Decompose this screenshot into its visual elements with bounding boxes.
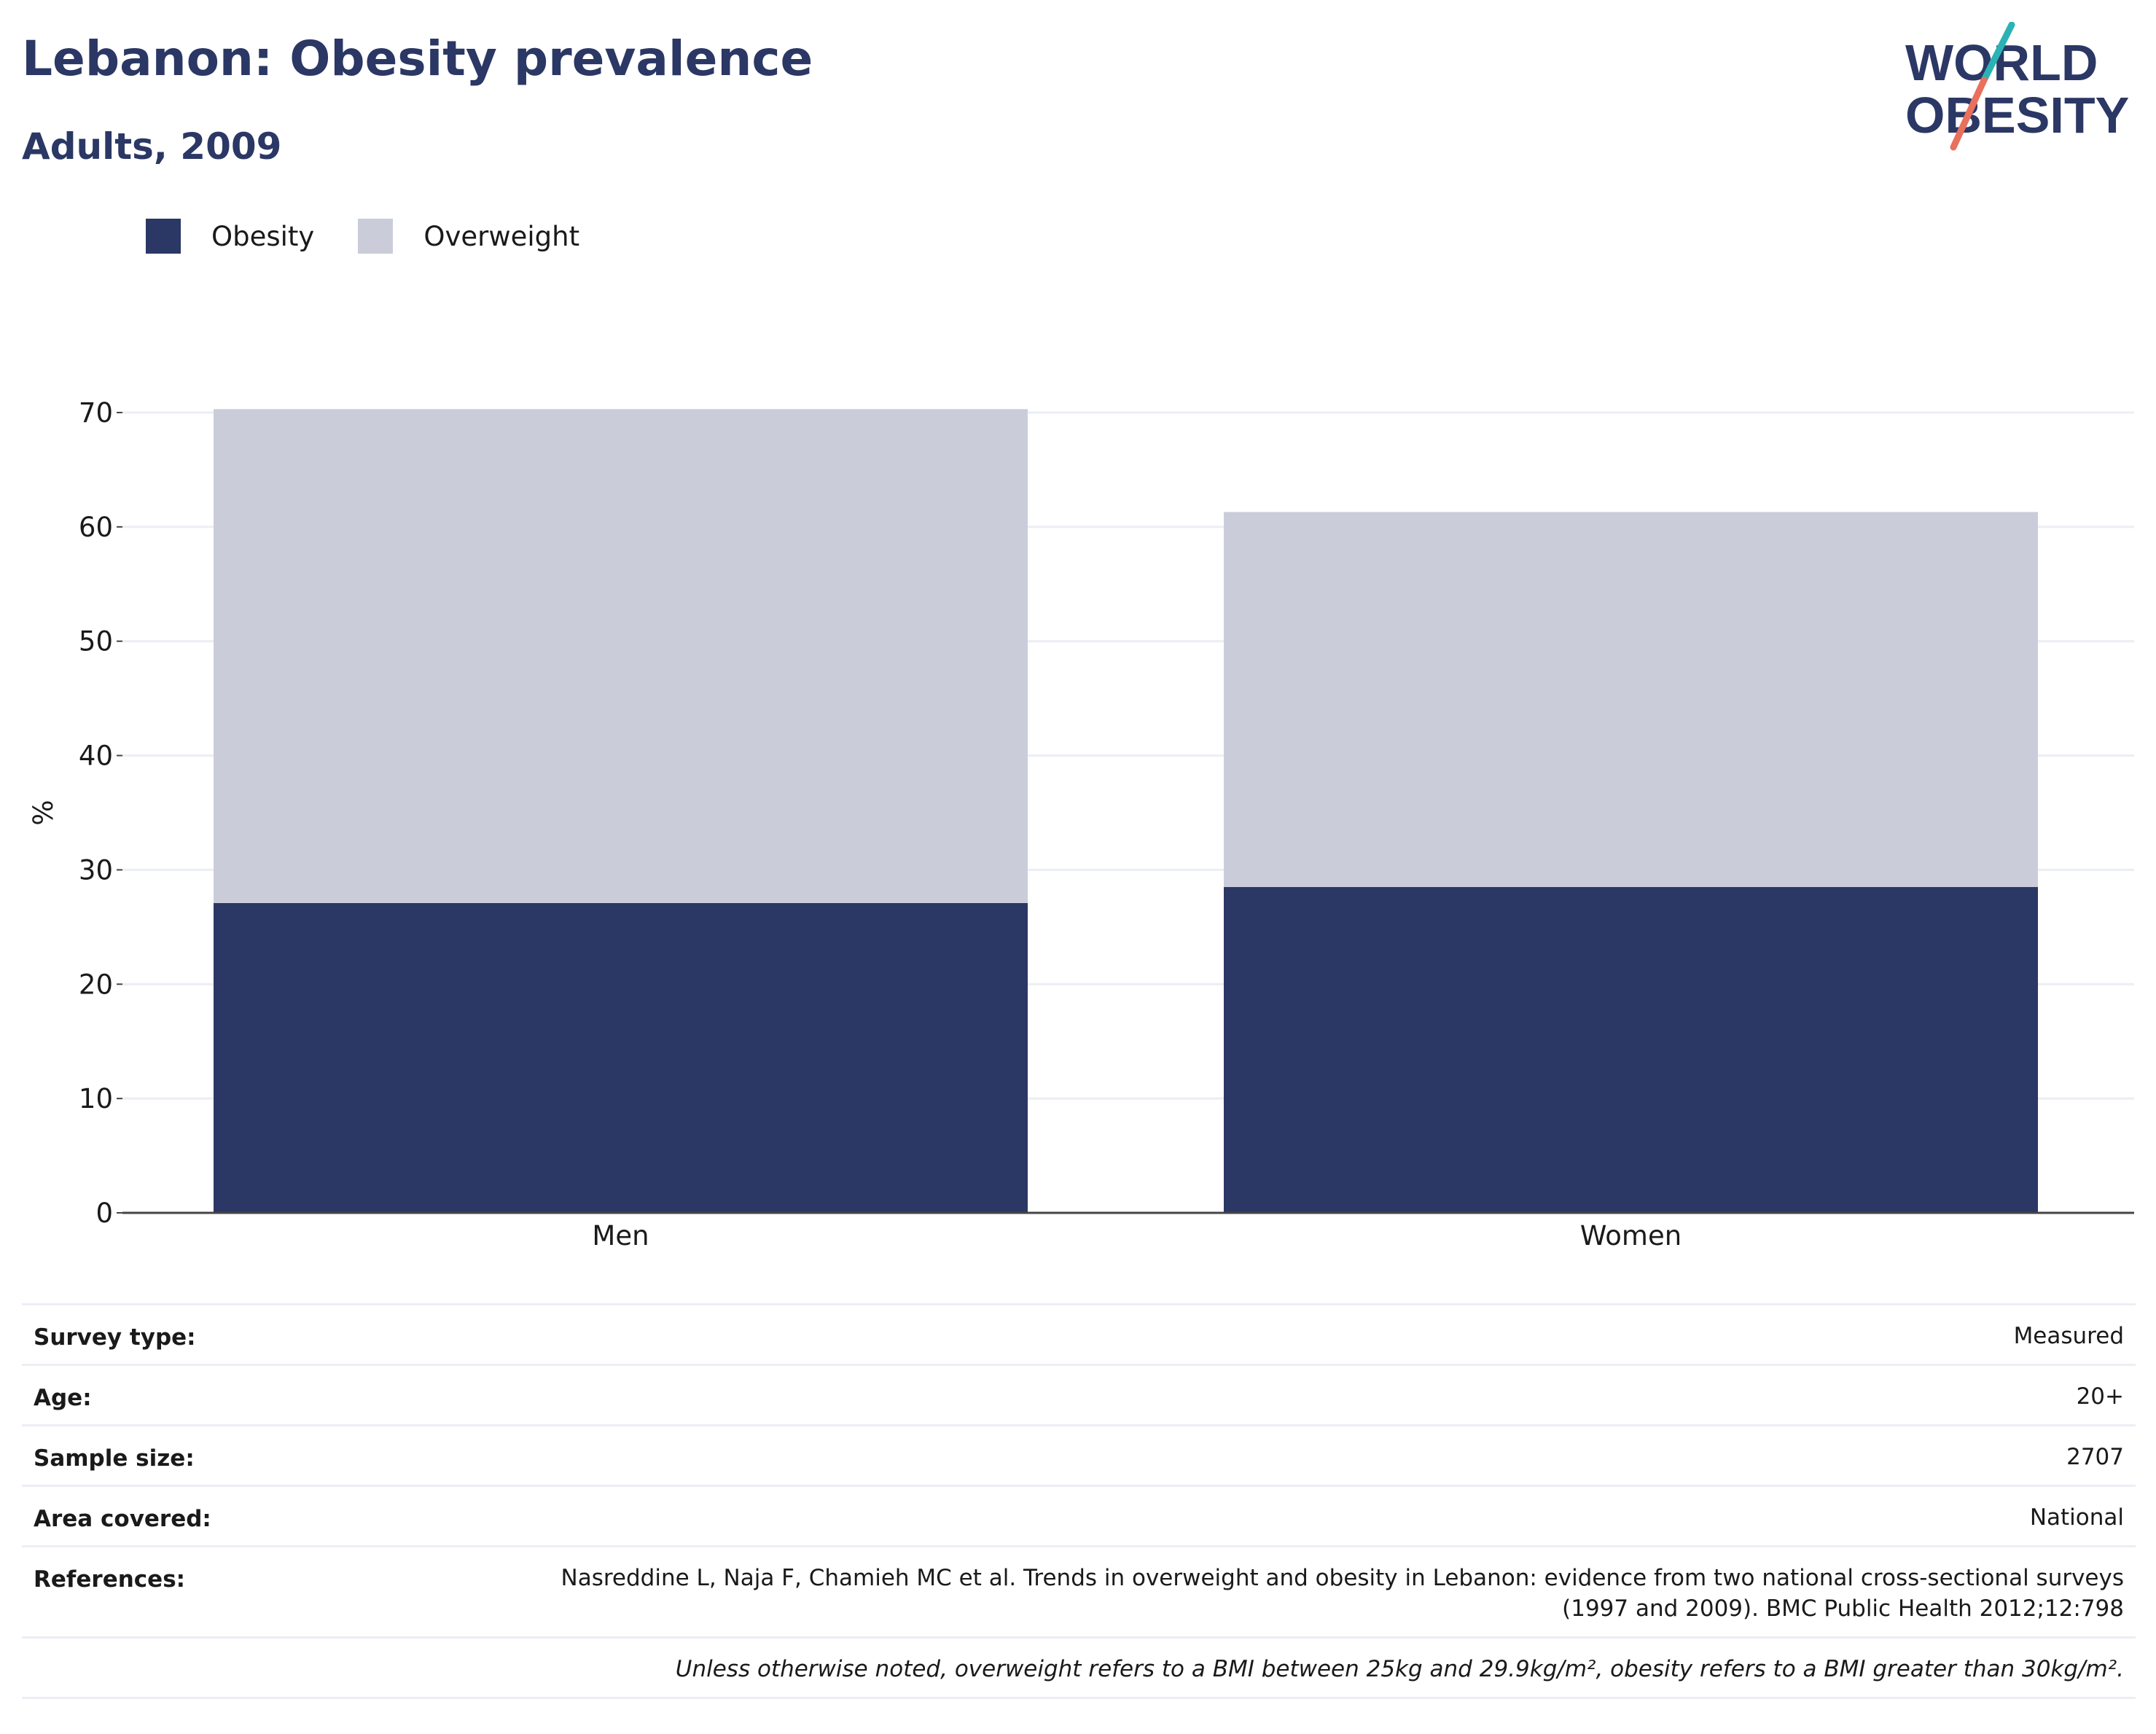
- info-value: 20+: [2076, 1383, 2124, 1410]
- x-tick-label: Men: [592, 1220, 649, 1251]
- bmi-footnote: Unless otherwise noted, overweight refer…: [675, 1656, 2124, 1682]
- info-key: Survey type:: [34, 1324, 196, 1351]
- legend-swatch-overweight: [358, 219, 394, 254]
- info-key: Sample size:: [34, 1445, 195, 1472]
- info-key: Area covered:: [34, 1506, 211, 1532]
- bar-obesity-women: [1224, 886, 2038, 1213]
- legend-label-overweight: Overweight: [423, 220, 580, 252]
- x-tick-label: Women: [1580, 1220, 1682, 1251]
- bar-overweight-men: [214, 409, 1028, 903]
- bar-obesity-men: [214, 902, 1028, 1213]
- page-title: Lebanon: Obesity prevalence: [22, 31, 813, 87]
- legend-swatch-obesity: [146, 219, 181, 254]
- info-row-sample-size: Sample size: 2707: [22, 1426, 2136, 1487]
- info-key: Age:: [34, 1385, 92, 1411]
- y-tick-label: 10: [79, 1083, 113, 1114]
- info-row-age: Age: 20+: [22, 1366, 2136, 1426]
- info-value: Measured: [2013, 1323, 2124, 1349]
- y-tick-label: 60: [79, 512, 113, 543]
- info-row-survey-type: Survey type: Measured: [22, 1305, 2136, 1366]
- y-tick-label: 50: [79, 626, 113, 657]
- legend-label-obesity: Obesity: [211, 220, 315, 252]
- world-obesity-logo: WORLD OBESITY: [1905, 22, 2129, 151]
- references-text: Nasreddine L, Naja F, Chamieh MC et al. …: [561, 1565, 2124, 1622]
- logo-slash-teal: [1980, 22, 2015, 84]
- bar-overweight-women: [1224, 512, 2038, 887]
- y-tick-label: 70: [79, 397, 113, 429]
- info-value: National: [2029, 1504, 2124, 1531]
- logo-line2: OBESITY: [1905, 87, 2129, 144]
- info-row-area-covered: Area covered: National: [22, 1487, 2136, 1547]
- legend-item-obesity: Obesity: [146, 219, 314, 254]
- logo-slash-coral: [1950, 77, 1988, 151]
- y-tick-label: 40: [79, 741, 113, 772]
- info-value: 2707: [2066, 1444, 2124, 1470]
- survey-info-table: Survey type: Measured Age: 20+ Sample si…: [22, 1303, 2136, 1699]
- footnote-row: Unless otherwise noted, overweight refer…: [22, 1639, 2136, 1699]
- info-key: References:: [34, 1566, 186, 1593]
- legend-item-overweight: Overweight: [358, 219, 579, 254]
- page-subtitle: Adults, 2009: [22, 125, 282, 168]
- y-tick-label: 0: [95, 1198, 113, 1229]
- y-tick-label: 30: [79, 854, 113, 886]
- chart-legend: Obesity Overweight: [146, 217, 623, 255]
- bar-chart: 0 10 20 30 40 50 60 70% Men Women: [28, 397, 2134, 1251]
- info-row-references: References: Nasreddine L, Naja F, Chamie…: [22, 1547, 2136, 1639]
- y-tick-label: 20: [79, 969, 113, 1000]
- y-axis-label: %: [28, 800, 59, 825]
